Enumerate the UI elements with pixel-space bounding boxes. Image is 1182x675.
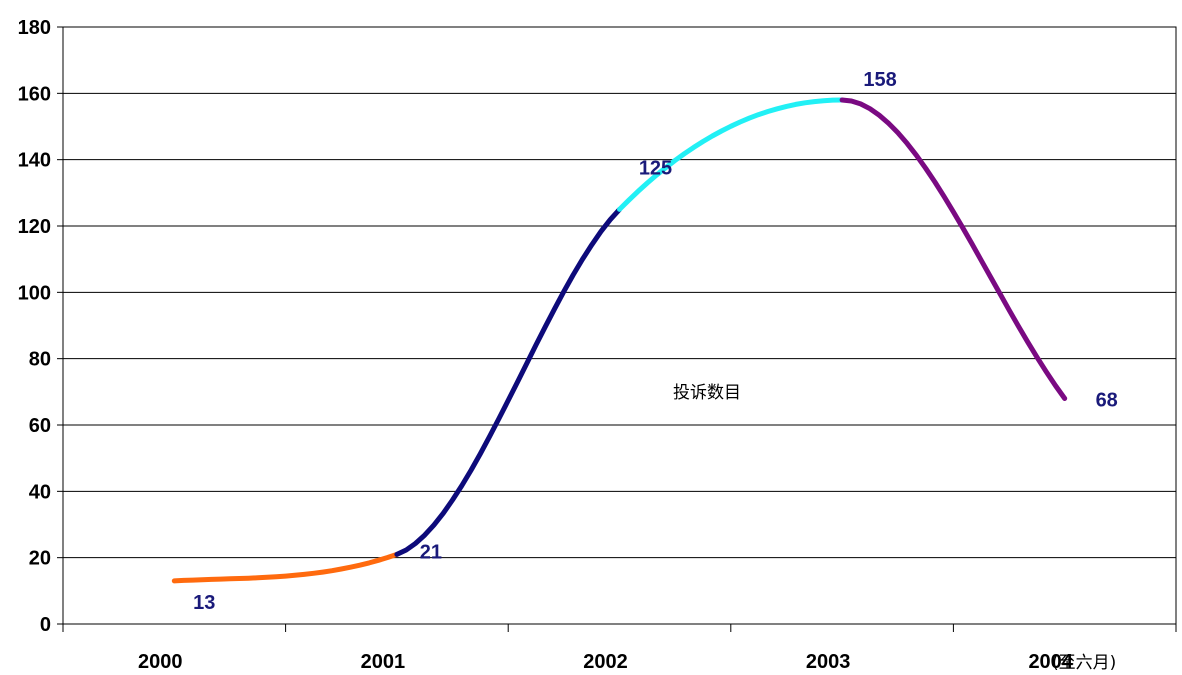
x-tick-label: 2004 (1028, 651, 1073, 673)
x-tick-label: 2000 (138, 651, 183, 673)
data-label: 13 (193, 592, 215, 614)
axes (57, 26, 1177, 632)
y-tick-label: 0 (40, 614, 51, 636)
data-label: 158 (863, 69, 896, 91)
series-segment (839, 97, 1068, 401)
series-segment (617, 97, 845, 212)
y-axis-ticks: 0 20 40 60 80 100 120 140 160 180 (18, 17, 51, 636)
data-label: 68 (1096, 389, 1118, 411)
chart-annotation: 投诉数目 (673, 383, 741, 403)
series-segment (394, 206, 622, 557)
y-tick-label: 140 (18, 150, 51, 172)
y-tick-label: 80 (29, 349, 51, 371)
data-labels: 13 21 125 158 68 (193, 69, 1118, 614)
x-axis-ticks: 2000 2001 2002 2003 2004 (138, 651, 1074, 673)
y-tick-label: 40 (29, 481, 51, 503)
y-tick-label: 60 (29, 415, 51, 437)
series-segment (171, 551, 400, 584)
y-tick-label: 100 (18, 282, 51, 304)
y-tick-label: 160 (18, 83, 51, 105)
plot-area (62, 26, 1177, 625)
x-axis-note: (至六月) (1052, 653, 1116, 673)
data-label: 21 (420, 541, 442, 563)
x-tick-label: 2002 (583, 651, 628, 673)
y-tick-label: 180 (18, 17, 51, 39)
x-tick-label: 2001 (361, 651, 406, 673)
data-label: 125 (639, 157, 672, 179)
y-tick-label: 20 (29, 548, 51, 570)
x-tick-label: 2003 (806, 651, 851, 673)
series-line (171, 97, 1068, 584)
gridlines (63, 92, 1176, 559)
y-tick-label: 120 (18, 216, 51, 238)
